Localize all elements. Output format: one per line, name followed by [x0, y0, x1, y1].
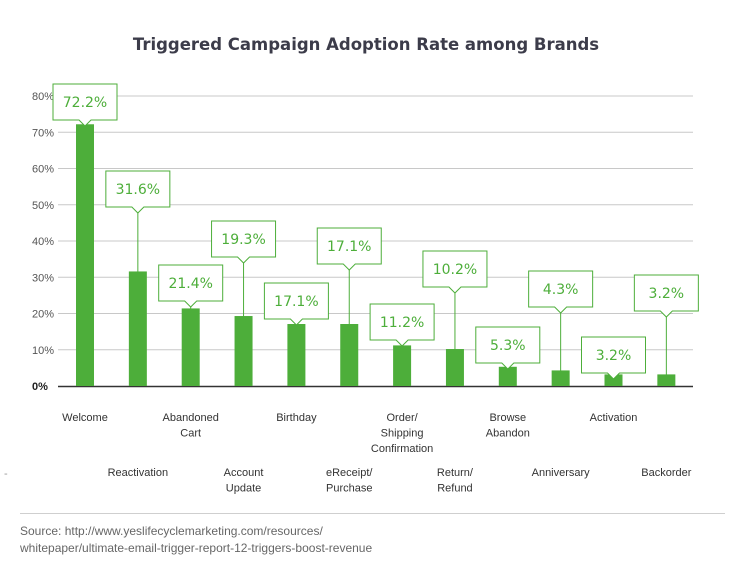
data-label-box: [158, 264, 224, 308]
edge-mark: -: [4, 468, 8, 480]
data-label-box: [263, 282, 329, 326]
data-label: 17.1%: [274, 294, 318, 310]
data-label: 21.4%: [168, 276, 212, 292]
data-label: 5.3%: [490, 338, 526, 354]
footer-divider: [20, 513, 725, 514]
x-tick-label: Activation: [590, 412, 638, 424]
data-label-box: [52, 83, 118, 127]
x-tick-label: Abandoned Cart: [163, 412, 219, 440]
x-tick-label: Birthday: [276, 412, 317, 424]
data-label: 11.2%: [380, 315, 424, 331]
y-tick-label: 70%: [32, 127, 54, 139]
y-tick-label: 80%: [32, 91, 54, 103]
data-label: 72.2%: [63, 95, 107, 111]
source-note: Source: http://www.yeslifecyclemarketing…: [20, 524, 373, 555]
bars: [76, 124, 676, 387]
x-tick-label: Backorder: [641, 467, 691, 479]
bar: [234, 316, 253, 386]
x-tick-label: Anniversary: [532, 467, 591, 479]
x-tick-label: Welcome: [62, 412, 108, 424]
data-label-box: [211, 220, 277, 264]
bar: [287, 324, 306, 386]
data-label: 4.3%: [543, 282, 579, 298]
x-tick-label: Browse Abandon: [486, 412, 530, 440]
bar: [181, 308, 200, 386]
data-label-box: [475, 326, 541, 370]
data-label-box: [105, 170, 171, 214]
y-axis: 0% 10% 20% 30% 40% 50% 60% 70% 80%: [32, 91, 693, 393]
data-label: 31.6%: [116, 182, 160, 198]
data-label: 17.1%: [327, 239, 371, 255]
data-label: 3.2%: [649, 286, 685, 302]
data-label-box: [528, 270, 594, 314]
y-tick-label: 20%: [32, 309, 54, 321]
data-label-box: [422, 250, 488, 294]
x-tick-label: Order/Shipping Confirmation: [371, 412, 433, 455]
y-tick-label: 60%: [32, 164, 54, 176]
data-label-box: [581, 336, 646, 380]
data-label-box: [316, 227, 382, 271]
x-tick-label: Account Update: [224, 467, 264, 495]
y-tick-label: 0%: [32, 381, 48, 393]
y-tick-label: 10%: [32, 345, 54, 357]
data-label-box: [633, 274, 699, 318]
y-tick-label: 50%: [32, 200, 54, 212]
data-label: 3.2%: [596, 348, 632, 364]
y-tick-label: 40%: [32, 236, 54, 248]
data-label-callouts: 72.2% 31.6% 21.4% 19.3% 17.1% 17.1% 11.2% 10.2%…: [52, 83, 699, 380]
data-label: 19.3%: [221, 232, 265, 248]
bar: [445, 349, 464, 386]
bar: [128, 271, 147, 386]
bar: [604, 374, 623, 386]
bar: [393, 345, 412, 386]
data-label: 10.2%: [433, 262, 477, 278]
x-tick-label: Reactivation: [108, 467, 169, 479]
bar: [76, 124, 94, 387]
bar: [498, 366, 517, 386]
bar: [340, 324, 359, 386]
x-tick-label: Return/Refund: [437, 467, 474, 495]
data-label-box: [369, 303, 435, 347]
bar: [657, 374, 676, 386]
chart-title: Triggered Campaign Adoption Rate among B…: [133, 35, 599, 54]
bar: [551, 370, 570, 386]
y-tick-label: 30%: [32, 272, 54, 284]
x-tick-label: eReceipt/Purchase: [326, 467, 373, 495]
